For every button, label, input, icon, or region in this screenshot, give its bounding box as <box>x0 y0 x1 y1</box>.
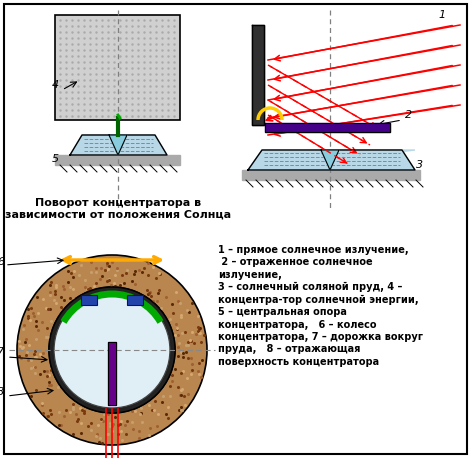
Text: 1 – прямое солнечное излучение,
 2 – отраженное солнечное
излучение,
3 – солнечн: 1 – прямое солнечное излучение, 2 – отра… <box>218 245 423 367</box>
Text: 8: 8 <box>0 387 4 397</box>
Polygon shape <box>252 25 264 125</box>
Text: 6: 6 <box>0 257 4 267</box>
Text: Поворот концентратора в
зависимости от положения Солнца: Поворот концентратора в зависимости от п… <box>5 198 231 219</box>
Polygon shape <box>108 342 116 405</box>
Bar <box>55 15 180 120</box>
Polygon shape <box>109 135 127 155</box>
Circle shape <box>54 292 170 408</box>
Polygon shape <box>55 155 180 165</box>
Polygon shape <box>242 170 420 180</box>
Bar <box>81 295 97 305</box>
Wedge shape <box>17 255 207 445</box>
Text: 1: 1 <box>438 10 445 20</box>
Polygon shape <box>70 135 167 155</box>
Polygon shape <box>321 150 339 170</box>
Text: 5: 5 <box>52 154 59 164</box>
Polygon shape <box>248 150 415 170</box>
Text: 4: 4 <box>52 80 59 90</box>
Polygon shape <box>265 123 390 132</box>
Wedge shape <box>49 287 175 413</box>
Polygon shape <box>248 150 415 170</box>
Bar <box>127 295 143 305</box>
Text: 7: 7 <box>0 347 4 357</box>
Text: 3: 3 <box>416 160 423 170</box>
Text: 2: 2 <box>405 110 412 120</box>
